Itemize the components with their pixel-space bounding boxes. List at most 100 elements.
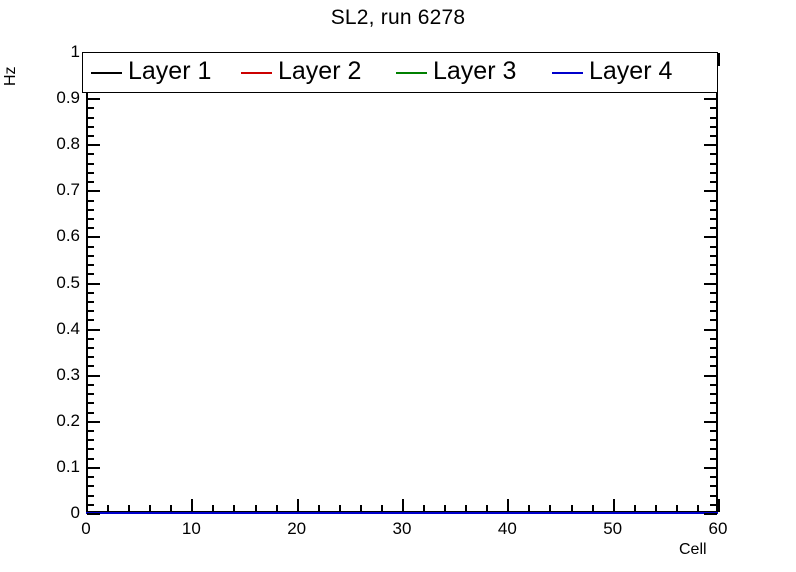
x-axis-minor-tick xyxy=(549,505,551,512)
y-axis-minor-tick-right xyxy=(710,384,717,386)
y-axis-tick-label: 0.8 xyxy=(56,134,80,154)
x-axis-minor-tick xyxy=(149,505,151,512)
legend-entry-label: Layer 4 xyxy=(589,57,673,85)
y-axis-major-tick-right xyxy=(704,236,717,238)
y-axis-tick-label: 0.3 xyxy=(56,364,80,384)
y-axis-minor-tick xyxy=(87,347,94,349)
x-axis-tick-label: 0 xyxy=(81,519,91,538)
y-axis-minor-tick-right xyxy=(710,107,717,109)
y-axis-minor-tick-right xyxy=(710,255,717,257)
y-axis-title: Hz xyxy=(2,66,19,86)
legend-entry[interactable]: Layer 4 xyxy=(552,53,672,92)
legend-entry[interactable]: Layer 1 xyxy=(91,53,211,92)
y-axis-minor-tick-right xyxy=(710,181,717,183)
x-axis-minor-tick xyxy=(423,505,425,512)
y-axis-minor-tick xyxy=(87,448,94,450)
x-axis-minor-tick xyxy=(276,505,278,512)
x-axis-major-tick xyxy=(718,499,720,512)
x-axis-minor-tick xyxy=(571,505,573,512)
x-axis-major-tick xyxy=(191,499,193,512)
legend-line-swatch xyxy=(91,71,122,74)
x-axis-minor-tick xyxy=(655,505,657,512)
y-axis-minor-tick xyxy=(87,430,94,432)
legend: Layer 1 Layer 2 Layer 3 Layer 4 xyxy=(82,52,718,93)
x-axis-minor-tick xyxy=(233,505,235,512)
x-axis-minor-tick xyxy=(465,505,467,512)
y-axis-minor-tick xyxy=(87,301,94,303)
y-axis-minor-tick xyxy=(87,227,94,229)
legend-entry[interactable]: Layer 2 xyxy=(241,53,361,92)
x-axis-tick-label: 50 xyxy=(603,519,623,538)
legend-line-swatch xyxy=(241,71,272,74)
x-axis-tick-label: 60 xyxy=(708,519,728,538)
y-axis-tick-label: 1 xyxy=(70,42,80,61)
y-axis-minor-tick-right xyxy=(710,292,717,294)
y-axis-minor-tick-right xyxy=(710,209,717,211)
y-axis-minor-tick xyxy=(87,384,94,386)
y-axis-minor-tick-right xyxy=(710,458,717,460)
legend-entry-label: Layer 1 xyxy=(128,57,212,85)
y-axis-minor-tick xyxy=(87,338,94,340)
legend-entry[interactable]: Layer 3 xyxy=(396,53,516,92)
x-axis-minor-tick xyxy=(634,505,636,512)
y-axis-major-tick xyxy=(87,236,100,238)
y-axis-minor-tick-right xyxy=(710,163,717,165)
y-axis-minor-tick-right xyxy=(710,227,717,229)
x-axis-minor-tick xyxy=(697,505,699,512)
y-axis-minor-tick-right xyxy=(710,319,717,321)
y-axis-tick-label: 0.2 xyxy=(56,410,80,430)
x-axis-major-tick xyxy=(613,499,615,512)
y-axis-tick-label: 0.7 xyxy=(56,180,80,200)
y-axis-minor-tick xyxy=(87,117,94,119)
y-axis-minor-tick xyxy=(87,255,94,257)
y-axis-major-tick xyxy=(87,467,100,469)
y-axis-major-tick-right xyxy=(704,144,717,146)
x-axis-major-tick xyxy=(86,499,88,512)
y-axis-minor-tick xyxy=(87,393,94,395)
y-axis-major-tick-right xyxy=(704,98,717,100)
y-axis-minor-tick xyxy=(87,246,94,248)
x-axis-minor-tick xyxy=(486,505,488,512)
y-axis-tick-label: 0.4 xyxy=(56,318,80,338)
y-axis-minor-tick-right xyxy=(710,153,717,155)
y-axis-minor-tick-right xyxy=(710,135,717,137)
y-axis-minor-tick xyxy=(87,458,94,460)
y-axis-minor-tick-right xyxy=(710,117,717,119)
legend-entry-label: Layer 2 xyxy=(278,57,362,85)
y-axis-minor-tick xyxy=(87,153,94,155)
y-axis-minor-tick-right xyxy=(710,365,717,367)
x-axis-tick-label: 40 xyxy=(497,519,517,538)
legend-line-swatch xyxy=(552,71,583,74)
y-axis-tick-label: 0.6 xyxy=(56,226,80,246)
y-axis-minor-tick xyxy=(87,264,94,266)
y-axis-major-tick-right xyxy=(704,190,717,192)
page-title: SL2, run 6278 xyxy=(330,6,466,29)
x-axis-minor-tick xyxy=(107,505,109,512)
y-axis-major-tick xyxy=(87,190,100,192)
y-axis-minor-tick-right xyxy=(710,504,717,506)
y-axis-minor-tick-right xyxy=(710,301,717,303)
y-axis-minor-tick xyxy=(87,292,94,294)
y-axis-minor-tick-right xyxy=(710,485,717,487)
y-axis-minor-tick-right xyxy=(710,495,717,497)
x-axis-tick-label: 10 xyxy=(181,519,201,538)
y-axis-minor-tick xyxy=(87,485,94,487)
x-axis-minor-tick xyxy=(339,505,341,512)
y-axis-minor-tick xyxy=(87,163,94,165)
x-axis-minor-tick xyxy=(360,505,362,512)
y-axis-major-tick-right xyxy=(704,467,717,469)
y-axis-minor-tick-right xyxy=(710,172,717,174)
y-axis-minor-tick-right xyxy=(710,412,717,414)
y-axis-minor-tick xyxy=(87,273,94,275)
x-axis-minor-tick xyxy=(444,505,446,512)
y-axis-minor-tick xyxy=(87,107,94,109)
y-axis-major-tick xyxy=(87,144,100,146)
y-axis-minor-tick xyxy=(87,439,94,441)
y-axis-major-tick-right xyxy=(704,283,717,285)
x-axis-major-tick xyxy=(507,499,509,512)
y-axis-minor-tick-right xyxy=(710,126,717,128)
y-axis-minor-tick xyxy=(87,310,94,312)
y-axis-major-tick-right xyxy=(704,375,717,377)
y-axis-minor-tick xyxy=(87,126,94,128)
